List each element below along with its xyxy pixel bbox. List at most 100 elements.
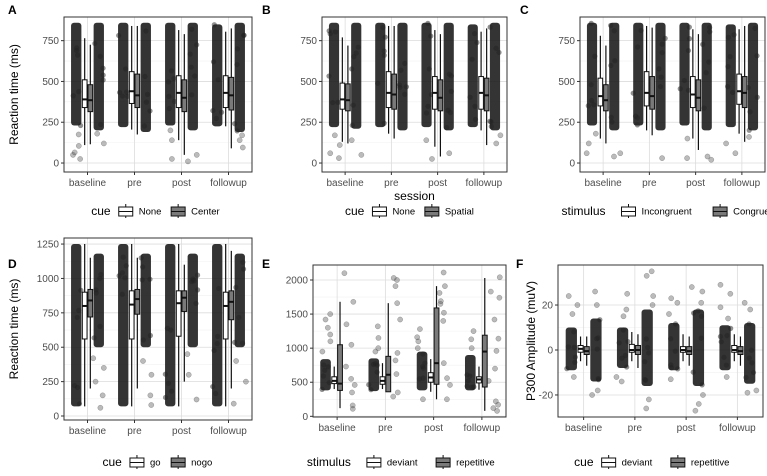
data-point: [348, 137, 355, 144]
data-point: [341, 270, 348, 277]
data-point: [585, 103, 591, 109]
data-point: [394, 277, 400, 283]
data-point: [375, 80, 381, 86]
data-point: [703, 70, 709, 76]
data-point: [592, 288, 598, 295]
jitter-points-dense: [668, 323, 680, 371]
data-point: [465, 378, 471, 384]
data-point: [570, 374, 577, 380]
data-point: [494, 408, 500, 414]
data-point: [487, 118, 493, 124]
data-point: [428, 33, 434, 39]
data-point: [122, 275, 128, 281]
data-point: [750, 369, 757, 376]
data-point: [572, 354, 578, 360]
y-axis-label: P300 Amplitude (muV): [524, 281, 538, 401]
data-point: [649, 302, 656, 308]
data-point: [324, 324, 331, 331]
data-point: [382, 34, 388, 40]
data-point: [351, 54, 357, 60]
data-point: [595, 376, 601, 382]
data-point: [97, 53, 103, 59]
jitter-points-dense: [565, 327, 577, 371]
x-tick-label: followup: [724, 178, 761, 189]
data-point: [667, 376, 674, 383]
data-point: [123, 263, 129, 269]
legend-label: deviant: [622, 458, 653, 469]
data-point: [394, 300, 401, 307]
data-point: [343, 363, 349, 370]
data-point: [643, 336, 649, 342]
data-point: [618, 378, 625, 385]
data-point: [685, 47, 692, 54]
data-point: [724, 83, 731, 90]
data-point: [488, 123, 494, 130]
data-point: [394, 389, 401, 396]
data-point: [117, 89, 123, 96]
legend-label: Congruent: [733, 207, 767, 218]
data-point: [594, 387, 601, 394]
data-point: [706, 59, 712, 65]
box-group2: [437, 79, 444, 112]
panel-A: A 0 250 500 750 baseline pre post followup Reacti…: [7, 3, 253, 218]
data-point: [414, 334, 421, 341]
data-point: [490, 405, 497, 411]
data-point: [97, 275, 103, 282]
data-point: [417, 326, 423, 332]
box-group1: [81, 291, 88, 340]
data-point: [699, 288, 706, 295]
data-point: [611, 153, 617, 160]
data-point: [234, 46, 241, 52]
jitter-points-dense: [616, 327, 629, 368]
jitter-points-dense: [609, 22, 620, 131]
data-point: [98, 271, 104, 278]
data-point: [677, 86, 683, 92]
data-point: [98, 121, 104, 128]
data-point: [700, 392, 706, 398]
box-group2: [345, 83, 351, 112]
plot-background: [313, 265, 506, 417]
data-point: [213, 390, 219, 397]
box-group1: [643, 71, 650, 107]
data-point: [609, 119, 615, 125]
legend-label: None: [392, 207, 415, 218]
data-point: [213, 115, 219, 121]
data-point: [144, 91, 151, 98]
data-point: [723, 374, 730, 380]
data-point: [140, 337, 146, 343]
data-point: [496, 274, 503, 281]
jitter-points-dense: [416, 351, 428, 391]
data-point: [116, 273, 122, 279]
data-point: [668, 336, 674, 342]
data-point: [732, 150, 739, 157]
jitter-points-dense: [586, 22, 598, 126]
box-group2: [481, 334, 488, 388]
y-tick-label: 20: [542, 301, 554, 312]
data-point: [569, 311, 576, 317]
data-point: [147, 276, 153, 282]
data-point: [192, 73, 198, 79]
box-group2: [433, 307, 440, 385]
data-point: [746, 127, 752, 133]
data-point: [723, 140, 729, 147]
data-point: [681, 77, 687, 84]
jitter-points-dense: [71, 244, 82, 407]
data-point: [688, 284, 695, 290]
data-point: [692, 407, 699, 414]
data-point: [492, 398, 499, 405]
data-point: [327, 150, 334, 157]
data-point: [189, 92, 195, 98]
legend-label: deviant: [387, 458, 418, 469]
data-point: [594, 346, 600, 352]
data-point: [239, 340, 246, 346]
x-tick-label: post: [686, 178, 705, 189]
data-point: [425, 103, 431, 109]
data-point: [707, 24, 713, 31]
data-point: [393, 371, 400, 377]
x-tick-label: followup: [466, 178, 503, 189]
data-point: [193, 152, 200, 158]
data-point: [210, 59, 217, 65]
data-point: [76, 307, 82, 313]
data-point: [700, 41, 706, 48]
jitter-points-dense: [692, 309, 705, 386]
